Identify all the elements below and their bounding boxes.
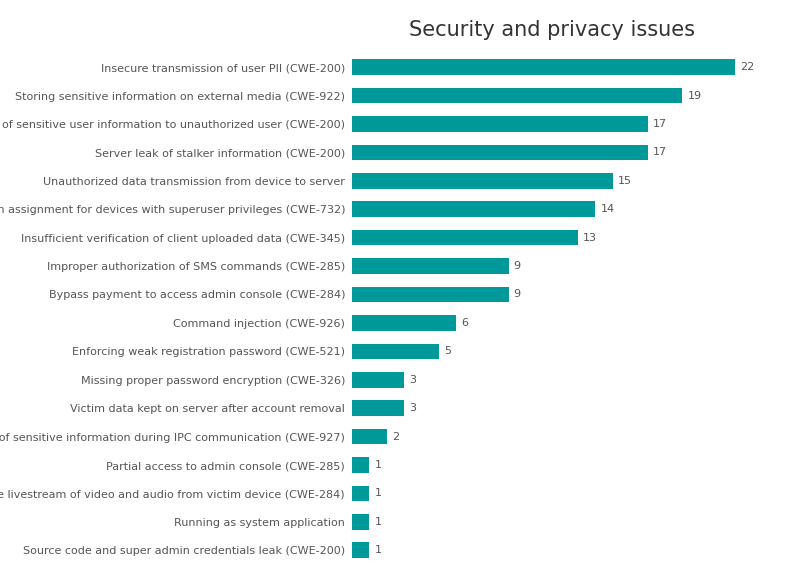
Text: 17: 17: [653, 119, 667, 129]
Bar: [352, 88, 682, 103]
Bar: [352, 400, 404, 416]
Bar: [352, 486, 370, 501]
Bar: [352, 230, 578, 245]
Bar: [352, 173, 613, 189]
Bar: [352, 116, 648, 132]
Bar: [352, 372, 404, 387]
Bar: [352, 145, 648, 160]
Text: 17: 17: [653, 148, 667, 158]
Text: 1: 1: [374, 517, 382, 527]
Text: 2: 2: [392, 432, 399, 442]
Bar: [352, 457, 370, 473]
Text: 22: 22: [740, 62, 754, 72]
Text: 6: 6: [462, 318, 469, 328]
Text: 1: 1: [374, 545, 382, 555]
Text: 1: 1: [374, 489, 382, 499]
Text: 3: 3: [410, 375, 416, 385]
Text: 9: 9: [514, 261, 521, 271]
Text: 5: 5: [444, 346, 451, 356]
Text: 13: 13: [583, 233, 598, 243]
Bar: [352, 59, 734, 75]
Text: 19: 19: [688, 91, 702, 101]
Bar: [352, 343, 439, 359]
Title: Security and privacy issues: Security and privacy issues: [409, 20, 695, 40]
Bar: [352, 202, 595, 217]
Text: 1: 1: [374, 460, 382, 470]
Text: 3: 3: [410, 403, 416, 413]
Bar: [352, 258, 509, 274]
Bar: [352, 315, 456, 330]
Bar: [352, 514, 370, 530]
Bar: [352, 543, 370, 558]
Text: 14: 14: [601, 204, 615, 214]
Bar: [352, 429, 386, 445]
Bar: [352, 287, 509, 302]
Text: 15: 15: [618, 176, 632, 186]
Text: 9: 9: [514, 289, 521, 299]
